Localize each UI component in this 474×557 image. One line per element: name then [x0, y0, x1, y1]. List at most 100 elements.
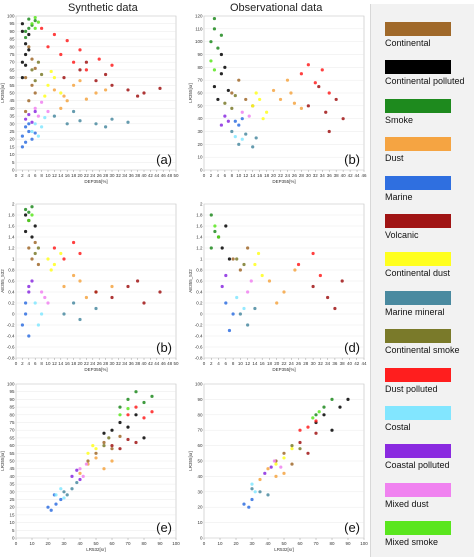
data-point: [314, 431, 318, 435]
data-point: [341, 117, 345, 121]
x-tick-label: 0: [15, 541, 18, 546]
y-tick-label: 120: [195, 14, 203, 19]
chart-panel-synthetic-ae-dep: -0.8 -0.6 -0.4 -0.2 0 0.2 0.4 0.6 0.8 1 1.2 1.4 1.6 1…: [0, 198, 182, 376]
data-point: [27, 99, 31, 103]
data-point: [317, 84, 321, 89]
x-tick-label: 50: [173, 361, 179, 366]
data-point: [314, 413, 318, 417]
x-tick-label: 16: [65, 361, 71, 366]
data-point: [59, 251, 63, 256]
data-point: [240, 110, 244, 114]
y-tick-label: 65: [9, 67, 15, 72]
x-tick-label: 10: [45, 361, 51, 366]
data-point: [274, 462, 278, 466]
legend-item: Smoke: [385, 98, 474, 125]
data-point: [75, 480, 79, 485]
data-point: [299, 106, 303, 110]
data-point: [20, 323, 24, 327]
y-tick-label: 80: [9, 412, 15, 417]
data-point: [78, 68, 82, 72]
data-point: [334, 97, 338, 102]
x-tick-label: 90: [157, 541, 163, 546]
y-tick-label: 85: [9, 37, 15, 42]
data-point: [224, 224, 228, 228]
data-point: [313, 81, 317, 85]
legend-label: Continental: [385, 38, 431, 48]
x-tick-label: 34: [320, 173, 326, 178]
data-point: [322, 405, 326, 409]
y-tick-label: 0: [12, 536, 15, 541]
x-tick-label: 20: [271, 173, 277, 178]
data-point: [266, 467, 270, 471]
data-point: [20, 134, 24, 138]
legend-label: Dust polluted: [385, 383, 438, 394]
data-point: [104, 72, 108, 77]
x-tick-label: 48: [167, 361, 173, 366]
data-point: [290, 444, 294, 448]
data-point: [271, 88, 276, 93]
legend-item: Continental polluted: [385, 60, 474, 86]
data-point: [282, 456, 286, 460]
x-tick-label: 18: [71, 361, 77, 366]
data-point: [102, 431, 106, 435]
data-point: [216, 46, 220, 50]
x-axis-label: DEP355[%]: [272, 179, 295, 184]
legend-item: Mixed dust: [385, 482, 474, 509]
y-tick-label: 35: [9, 114, 15, 119]
x-tick-label: 30: [61, 541, 67, 546]
y-axis-label: AE355_532: [188, 269, 193, 293]
data-point: [223, 114, 227, 118]
y-tick-label: 55: [9, 451, 15, 456]
x-tick-label: 16: [257, 173, 263, 178]
data-point: [30, 57, 34, 61]
data-point: [78, 467, 82, 471]
x-tick-label: 26: [292, 173, 298, 178]
x-tick-label: 32: [116, 361, 122, 366]
y-tick-label: -0.2: [7, 323, 15, 328]
data-point: [267, 279, 272, 283]
data-point: [72, 301, 76, 305]
data-point: [209, 40, 213, 44]
legend-swatch: [385, 444, 451, 459]
y-tick-label: 65: [9, 435, 15, 440]
x-tick-label: 4: [28, 173, 31, 178]
y-tick-label: 1.8: [8, 213, 15, 218]
data-point: [330, 397, 334, 401]
x-tick-label: 6: [34, 361, 37, 366]
data-point: [24, 229, 28, 234]
data-point: [94, 447, 98, 451]
x-tick-label: 30: [306, 173, 312, 178]
chart-panel-observed-ae-dep: -0.8 -0.6 -0.4 -0.2 0 0.2 0.4 0.6 0.8 1 1.2 1.4 1.6 1…: [188, 198, 370, 376]
data-point: [346, 397, 350, 401]
y-tick-label: 30: [197, 129, 203, 134]
data-point: [24, 63, 28, 67]
data-point: [27, 218, 31, 223]
y-tick-label: -0.4: [195, 334, 203, 339]
legend-swatch: [385, 367, 451, 382]
data-point: [27, 284, 31, 289]
x-tick-label: 30: [109, 361, 115, 366]
x-tick-label: 10: [238, 361, 244, 366]
data-point: [224, 301, 228, 305]
data-point: [54, 493, 58, 497]
data-point: [36, 134, 41, 138]
data-point: [118, 447, 122, 451]
legend-item: Volcanic: [385, 214, 474, 240]
data-point: [46, 109, 50, 114]
data-point: [110, 444, 114, 448]
data-point: [285, 78, 290, 82]
data-point: [227, 257, 232, 261]
y-tick-label: 15: [9, 144, 15, 149]
data-point: [33, 251, 37, 256]
data-point: [235, 295, 239, 300]
legend-label: Marine mineral: [385, 306, 445, 317]
y-tick-label: 10: [197, 520, 203, 525]
y-tick-label: -0.8: [195, 356, 203, 361]
x-tick-label: 50: [281, 541, 287, 546]
data-point: [213, 224, 217, 228]
data-point: [33, 26, 37, 30]
data-point: [278, 97, 283, 102]
x-tick-label: 16: [65, 173, 71, 178]
data-point: [242, 306, 246, 311]
data-point: [110, 447, 114, 451]
